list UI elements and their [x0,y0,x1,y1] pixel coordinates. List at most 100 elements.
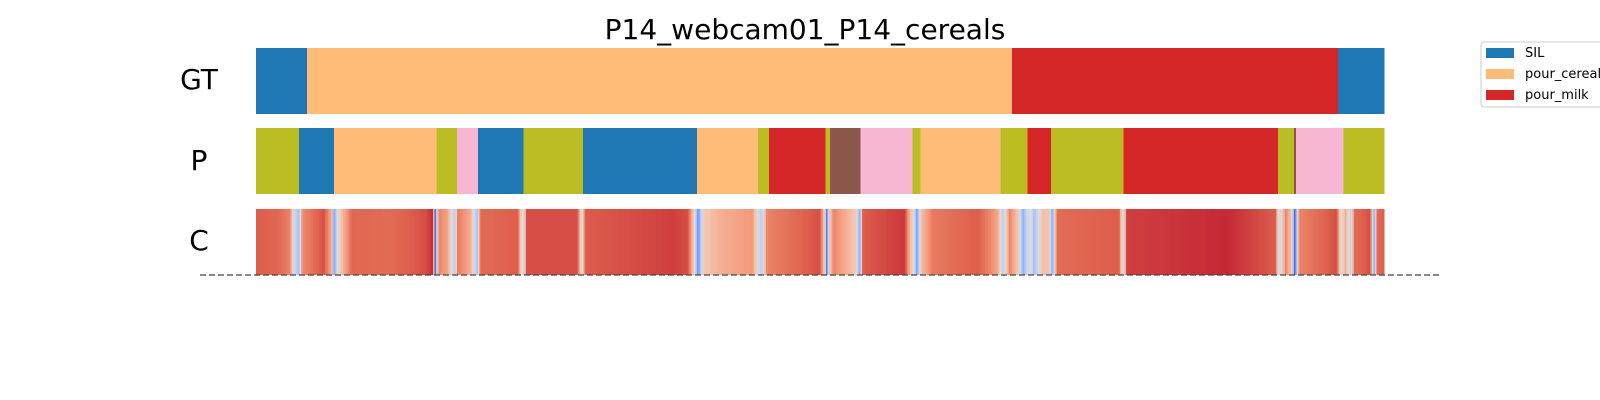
pred-segment [298,128,335,194]
confidence-cell [1070,209,1073,275]
confidence-cell [349,209,351,275]
confidence-cell [1178,209,1181,275]
confidence-cell [1040,209,1043,275]
confidence-cell [1126,209,1128,275]
confidence-cell [485,209,488,275]
confidence-cell [559,209,561,275]
confidence-cell [1046,209,1049,275]
confidence-cell [262,209,264,275]
confidence-cell [650,209,653,275]
confidence-cell [938,209,941,275]
confidence-cell [1130,209,1133,275]
confidence-cell [307,209,309,275]
confidence-cell [382,209,384,275]
confidence-cell [367,209,369,275]
confidence-cell [1223,209,1226,275]
confidence-cell [1322,209,1325,275]
confidence-cell [280,209,282,275]
confidence-cell [1004,209,1007,275]
confidence-cell [442,209,444,275]
confidence-cell [1271,209,1274,275]
confidence-cell [872,209,875,275]
confidence-cell [647,209,650,275]
confidence-cell [1091,209,1094,275]
confidence-cell [832,209,834,275]
confidence-cell [1310,209,1313,275]
confidence-cell [772,209,774,275]
confidence-cell [1291,209,1293,275]
confidence-cell [703,209,705,275]
confidence-cell [295,209,297,275]
confidence-cell [287,209,290,275]
confidence-cell [1033,209,1035,275]
confidence-cell [416,209,419,275]
confidence-cell [736,209,738,275]
confidence-cell [602,209,605,275]
confidence-cell [764,209,767,275]
confidence-cell [788,209,791,275]
confidence-cell [1090,209,1092,275]
confidence-cell [422,209,425,275]
confidence-cell [1369,209,1371,275]
confidence-cell [718,209,720,275]
confidence-cell [686,209,689,275]
confidence-cell [875,209,878,275]
confidence-cell [1286,209,1289,275]
pred-segment [1296,128,1344,194]
confidence-cell [274,209,276,275]
confidence-cell [595,209,597,275]
confidence-cell [1049,209,1052,275]
confidence-cell [695,209,698,275]
confidence-cell [673,209,675,275]
confidence-cell [913,209,915,275]
confidence-cell [481,209,483,275]
confidence-cell [1214,209,1217,275]
confidence-cell [380,209,383,275]
confidence-cell [1226,209,1229,275]
confidence-cell [904,209,906,275]
confidence-cell [1346,209,1349,275]
confidence-cell [923,209,926,275]
confidence-cell [613,209,615,275]
confidence-cell [1349,209,1352,275]
confidence-cell [569,209,572,275]
confidence-cell [1135,209,1137,275]
confidence-cell [694,209,696,275]
confidence-cell [1118,209,1121,275]
confidence-cell [1045,209,1047,275]
confidence-cell [623,209,626,275]
confidence-cell [871,209,873,275]
confidence-cell [1003,209,1005,275]
confidence-cell [433,209,435,275]
confidence-cell [500,209,503,275]
confidence-cell [466,209,468,275]
legend-label-pour-cereals: pour_cereals [1525,67,1600,82]
confidence-cell [326,209,329,275]
confidence-cell [680,209,683,275]
confidence-cell [605,209,608,275]
confidence-cell [910,209,912,275]
confidence-cell [935,209,938,275]
confidence-cell [902,209,905,275]
confidence-cell [1172,209,1175,275]
confidence-cell [1124,209,1127,275]
confidence-cell [1288,209,1290,275]
confidence-cell [1318,209,1320,275]
confidence-cell [454,209,456,275]
confidence-cell [1132,209,1134,275]
confidence-cell [590,209,593,275]
confidence-cell [331,209,333,275]
confidence-cell [1339,209,1341,275]
row-label-p: P [191,144,208,177]
confidence-cell [1361,209,1364,275]
confidence-cell [1295,209,1298,275]
confidence-cell [1180,209,1182,275]
pred-segment [697,128,759,194]
confidence-cell [530,209,533,275]
confidence-cell [467,209,470,275]
confidence-cell [563,209,566,275]
confidence-cell [991,209,993,275]
confidence-cell [928,209,930,275]
confidence-cell [773,209,776,275]
confidence-cell [824,209,827,275]
